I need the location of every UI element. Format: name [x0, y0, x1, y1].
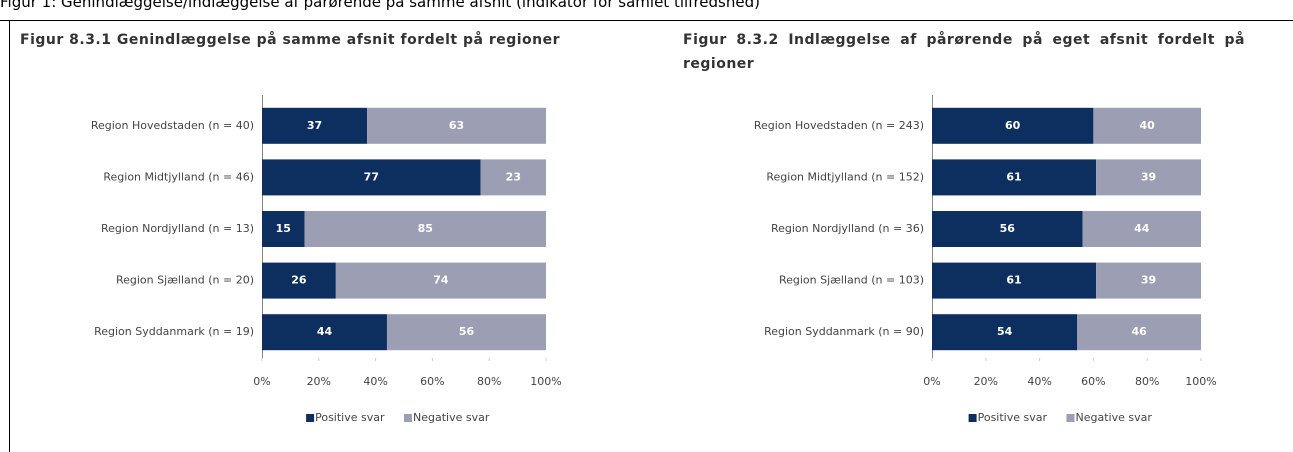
bar-segment — [1096, 262, 1201, 299]
bar-segment — [932, 107, 1094, 144]
x-tick-label: 40% — [363, 375, 387, 388]
bar-segment — [386, 314, 546, 351]
bar-segment — [262, 159, 481, 196]
x-tick-label: 0% — [253, 375, 270, 388]
data-label: 26 — [291, 274, 307, 287]
y-tick-label: Region Sjælland (n = 103) — [779, 274, 924, 287]
bar-segment — [480, 159, 546, 196]
y-tick-label: Region Midtjylland (n = 46) — [103, 170, 254, 183]
data-label: 61 — [1006, 274, 1021, 287]
bar-segment — [1082, 211, 1201, 247]
data-label: 74 — [433, 274, 449, 287]
y-tick-label: Region Syddanmark (n = 90) — [764, 325, 924, 338]
bar-segment — [262, 314, 387, 351]
bar-segment — [335, 262, 546, 299]
y-tick-label: Region Nordjylland (n = 13) — [101, 222, 254, 235]
x-tick-label: 60% — [1081, 375, 1105, 388]
bar-segment — [932, 314, 1078, 351]
data-label: 85 — [418, 222, 433, 235]
bar-segment — [1096, 159, 1201, 196]
x-tick-label: 80% — [1135, 375, 1159, 388]
data-label: 54 — [997, 325, 1013, 338]
y-tick-label: Region Syddanmark (n = 19) — [94, 325, 254, 338]
data-label: 46 — [1131, 325, 1147, 338]
y-tick-label: Region Hovedstaden (n = 243) — [754, 119, 924, 132]
x-tick-label: 20% — [974, 375, 998, 388]
y-tick-label: Region Sjælland (n = 20) — [116, 274, 254, 287]
bar-segment — [262, 211, 305, 247]
chart-title: Figur 8.3.1 Genindlæggelse på samme afsn… — [20, 32, 561, 48]
x-tick-label: 20% — [307, 375, 331, 388]
data-label: 39 — [1141, 170, 1156, 183]
bar-segment — [262, 107, 368, 144]
legend-swatch — [968, 414, 977, 422]
chart-title: Figur 8.3.2 Indlæggelse af pårørende på … — [683, 32, 1245, 72]
x-tick-label: 60% — [420, 375, 444, 388]
x-tick-label: 80% — [477, 375, 501, 388]
bar-segment — [304, 211, 546, 247]
bar-segment — [932, 211, 1083, 247]
data-label: 40 — [1140, 119, 1156, 132]
legend-swatch — [404, 414, 412, 422]
bar-segment — [262, 262, 336, 299]
data-label: 15 — [276, 222, 291, 235]
bar-segment — [1093, 107, 1201, 144]
legend-label: Negative svar — [413, 411, 490, 424]
y-tick-label: Region Midtjylland (n = 152) — [766, 170, 924, 183]
bar-segment — [932, 159, 1097, 196]
x-tick-label: 40% — [1027, 375, 1051, 388]
bar-segment — [1077, 314, 1201, 351]
legend-label: Positive svar — [978, 411, 1048, 424]
data-label: 39 — [1141, 274, 1156, 287]
legend-swatch — [306, 414, 315, 422]
data-label: 44 — [1134, 222, 1150, 235]
data-label: 23 — [506, 170, 521, 183]
data-label: 77 — [364, 170, 379, 183]
data-label: 37 — [307, 119, 322, 132]
legend-label: Positive svar — [315, 411, 385, 424]
x-tick-label: 100% — [1185, 375, 1216, 388]
data-label: 63 — [449, 119, 464, 132]
legend-label: Negative svar — [1076, 411, 1153, 424]
data-label: 56 — [1000, 222, 1016, 235]
y-tick-label: Region Hovedstaden (n = 40) — [91, 119, 254, 132]
data-label: 56 — [459, 325, 475, 338]
data-label: 61 — [1006, 170, 1021, 183]
data-label: 44 — [317, 325, 333, 338]
bar-segment — [932, 262, 1097, 299]
legend-swatch — [1066, 414, 1075, 422]
data-label: 60 — [1005, 119, 1021, 132]
x-tick-label: 0% — [923, 375, 940, 388]
x-tick-label: 100% — [530, 375, 561, 388]
caption: Figur 1: Genindlæggelse/indlæggelse af p… — [0, 0, 760, 11]
bar-segment — [367, 107, 546, 144]
y-tick-label: Region Nordjylland (n = 36) — [771, 222, 924, 235]
